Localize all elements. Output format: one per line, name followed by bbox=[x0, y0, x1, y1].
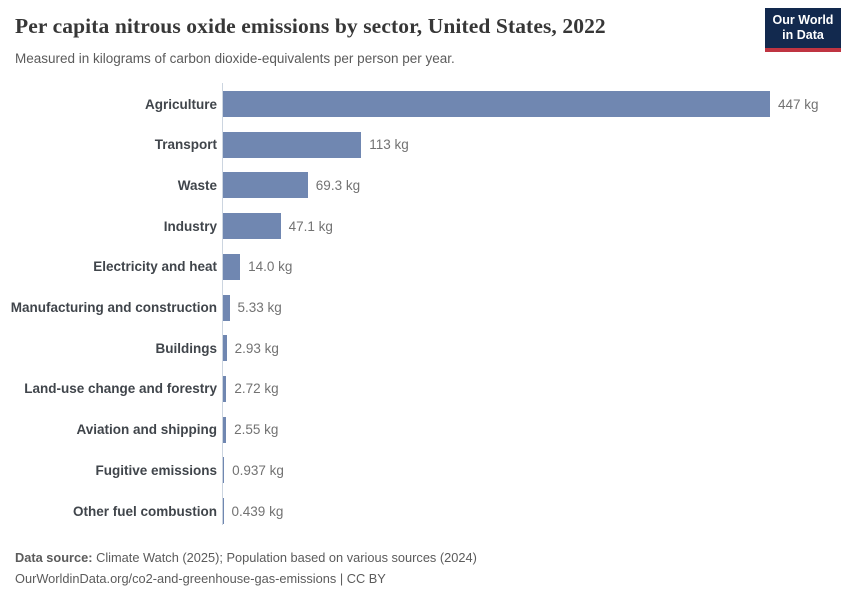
chart-row: Buildings 2.93 kg bbox=[0, 328, 850, 369]
footer-source-line: Data source: Climate Watch (2025); Popul… bbox=[15, 547, 835, 568]
page-subtitle: Measured in kilograms of carbon dioxide-… bbox=[15, 51, 455, 66]
value-label: 447 kg bbox=[778, 96, 819, 112]
owid-logo-line2: in Data bbox=[782, 28, 824, 42]
footer-note: OurWorldinData.org/co2-and-greenhouse-ga… bbox=[15, 571, 386, 586]
bar bbox=[223, 91, 770, 117]
owid-logo-line1: Our World bbox=[772, 13, 834, 27]
chart-row: Other fuel combustion 0.439 kg bbox=[0, 491, 850, 532]
footer-source-text: Climate Watch (2025); Population based o… bbox=[92, 550, 477, 565]
value-label: 0.937 kg bbox=[232, 462, 284, 478]
category-label: Waste bbox=[177, 177, 217, 193]
bar bbox=[223, 375, 227, 402]
chart-row: Land-use change and forestry 2.72 kg bbox=[0, 368, 850, 409]
chart-row: Aviation and shipping 2.55 kg bbox=[0, 409, 850, 450]
bar bbox=[223, 131, 362, 158]
category-label: Buildings bbox=[155, 340, 218, 356]
bar bbox=[223, 172, 308, 199]
value-label: 2.55 kg bbox=[234, 422, 279, 438]
value-label: 2.93 kg bbox=[234, 340, 279, 356]
category-label: Aviation and shipping bbox=[76, 422, 218, 438]
category-label: Land-use change and forestry bbox=[24, 381, 217, 397]
bar bbox=[223, 498, 224, 524]
bar bbox=[223, 457, 225, 484]
chart-row: Waste 69.3 kg bbox=[0, 165, 850, 206]
owid-logo: Our World in Data bbox=[765, 8, 841, 52]
header: Per capita nitrous oxide emissions by se… bbox=[0, 0, 850, 80]
bar bbox=[223, 253, 241, 280]
y-axis-line bbox=[222, 83, 223, 525]
bar bbox=[223, 335, 227, 362]
value-label: 0.439 kg bbox=[231, 503, 284, 519]
category-label: Agriculture bbox=[144, 96, 217, 112]
bar-chart: Agriculture 447 kg Transport 113 kg Waste 69.… bbox=[0, 83, 850, 525]
category-label: Fugitive emissions bbox=[95, 462, 217, 478]
category-label: Other fuel combustion bbox=[72, 503, 217, 519]
page-title: Per capita nitrous oxide emissions by se… bbox=[15, 14, 606, 38]
chart-row: Agriculture 447 kg bbox=[0, 84, 850, 125]
bar bbox=[223, 294, 230, 321]
chart-row: Industry 47.1 kg bbox=[0, 206, 850, 247]
value-label: 14.0 kg bbox=[248, 259, 293, 275]
chart-row: Electricity and heat 14.0 kg bbox=[0, 246, 850, 287]
footer-source-label: Data source: bbox=[15, 550, 93, 565]
value-label: 5.33 kg bbox=[237, 300, 282, 315]
footer: Data source: Climate Watch (2025); Popul… bbox=[15, 547, 835, 589]
category-label: Electricity and heat bbox=[93, 259, 217, 275]
bar bbox=[223, 213, 281, 240]
category-label: Manufacturing and construction bbox=[10, 300, 217, 315]
value-label: 2.72 kg bbox=[234, 381, 279, 397]
value-label: 113 kg bbox=[369, 137, 409, 153]
chart-row: Manufacturing and construction 5.33 kg bbox=[0, 287, 850, 328]
chart-row: Transport 113 kg bbox=[0, 124, 850, 165]
value-label: 69.3 kg bbox=[315, 177, 361, 193]
category-label: Transport bbox=[154, 137, 217, 153]
chart-row: Fugitive emissions 0.937 kg bbox=[0, 450, 850, 491]
value-label: 47.1 kg bbox=[288, 218, 333, 234]
bar bbox=[223, 416, 227, 443]
category-label: Industry bbox=[163, 218, 217, 234]
